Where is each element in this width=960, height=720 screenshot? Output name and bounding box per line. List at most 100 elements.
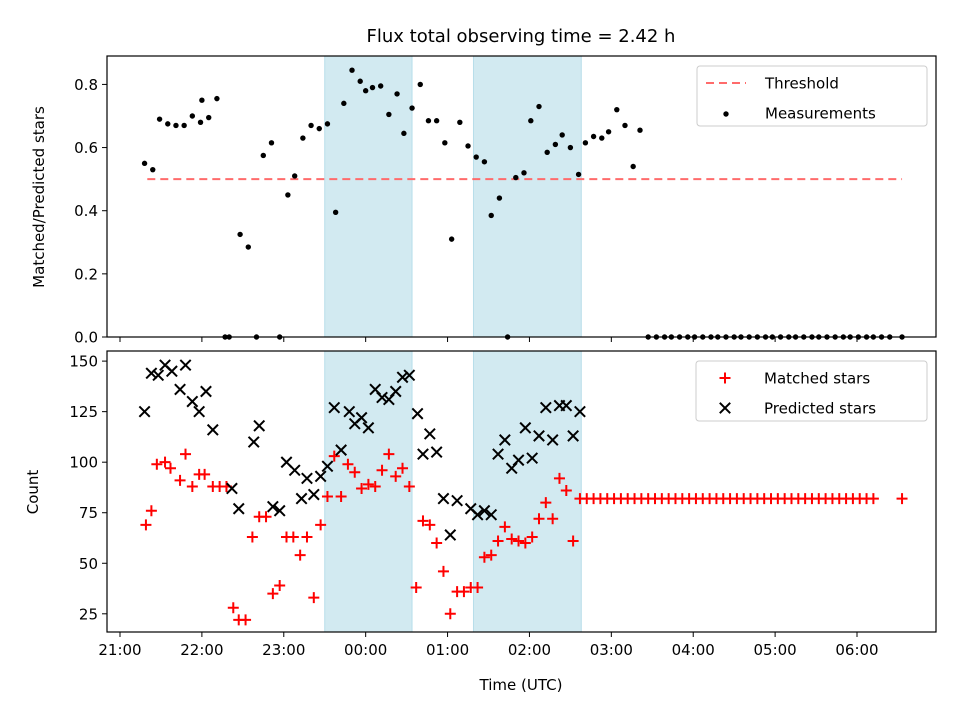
measurement-point (488, 212, 494, 219)
measurement-point (206, 114, 212, 121)
predicted-star-point (343, 405, 356, 418)
predicted-star-point (328, 401, 341, 414)
measurement-point (291, 173, 298, 179)
matched-star-point (140, 519, 152, 531)
matched-star-point (492, 535, 504, 547)
predicted-star-point (423, 427, 436, 440)
measurement-point (552, 141, 559, 148)
matched-star-point (321, 491, 333, 503)
x-tick-label: 22:00 (180, 641, 223, 659)
measurement-point (156, 116, 163, 122)
predicted-star-point (179, 359, 192, 372)
legend-label: Measurements (765, 105, 876, 123)
shaded-window (324, 55, 413, 338)
matched-star-point (424, 519, 436, 531)
ratio-panel: 0.00.20.40.60.8 Matched/Predicted stars … (30, 55, 937, 347)
x-tick-label: 05:00 (753, 641, 796, 659)
predicted-star-point (396, 371, 409, 384)
predicted-star-point (314, 470, 327, 483)
predicted-star-point (526, 452, 539, 465)
matched-star-point (403, 480, 415, 492)
predicted-star-point (451, 494, 464, 507)
matched-star-point (362, 478, 374, 490)
measurement-point (544, 149, 550, 155)
y-tick-label: 75 (79, 504, 98, 522)
measurement-point (528, 118, 534, 124)
predicted-star-point (247, 436, 260, 448)
count-y-ticks: 25 50 75 100 125 150 (69, 353, 107, 623)
predicted-star-point (355, 411, 368, 424)
matched-star-point (301, 531, 313, 543)
predicted-star-point (478, 504, 491, 517)
measurement-point (285, 192, 291, 198)
measurement-point (481, 159, 488, 165)
measurement-point (394, 91, 400, 97)
matched-star-point (472, 582, 484, 594)
measurement-point (150, 166, 156, 173)
matched-star-point (553, 472, 565, 484)
matched-star-point (274, 580, 286, 592)
matched-star-point (267, 588, 279, 600)
measurement-point (349, 67, 355, 73)
measurement-point (409, 105, 415, 111)
predicted-star-point (498, 434, 511, 446)
measurement-point (260, 152, 267, 159)
matched-star-point (180, 448, 192, 460)
measurement-point (433, 118, 440, 124)
predicted-star-point (376, 391, 388, 404)
predicted-star-point (417, 448, 429, 461)
matched-star-point (526, 531, 538, 543)
matched-star-point (349, 466, 361, 478)
matched-star-point (547, 513, 559, 525)
measurement-point (536, 103, 542, 110)
predicted-star-point (471, 508, 484, 521)
predicted-star-point (226, 482, 238, 495)
legend-predicted-swatch (719, 402, 731, 414)
predicted-star-point (138, 405, 151, 418)
predicted-star-point (411, 407, 424, 420)
measurement-point (357, 78, 363, 84)
predicted-star-point (273, 504, 286, 517)
measurement-point (425, 118, 432, 124)
x-tick-label: 06:00 (835, 641, 878, 659)
matched-star-point (294, 549, 306, 561)
predicted-star-point (546, 434, 559, 446)
legend-label: Matched stars (764, 370, 870, 388)
measurement-point (622, 122, 628, 129)
matched-star-point (499, 521, 511, 533)
matched-star-point (485, 549, 497, 561)
measurement-point (448, 236, 455, 242)
ratio-y-ticks: 0.0 0.2 0.4 0.6 0.8 (74, 76, 107, 347)
measurement-point (386, 111, 392, 118)
count-legend: Matched stars Predicted stars (695, 360, 928, 422)
predicted-star-point (335, 444, 348, 456)
matched-star-point (431, 537, 443, 549)
y-tick-label: 0.0 (74, 329, 98, 347)
measurement-point (582, 140, 589, 146)
predicted-star-point (193, 405, 206, 418)
y-tick-label: 50 (79, 555, 98, 573)
predicted-star-point (145, 367, 158, 380)
predicted-star-point (512, 454, 525, 467)
predicted-star-point (321, 460, 334, 473)
y-tick-label: 125 (69, 403, 98, 421)
predicted-star-point (232, 502, 245, 515)
measurement-point (141, 160, 148, 167)
measurement-point (590, 133, 597, 140)
predicted-star-point (253, 419, 266, 432)
legend-measurement-swatch (723, 111, 729, 117)
matched-star-point (308, 592, 320, 604)
predicted-star-point (437, 492, 450, 505)
ratio-y-axis-label: Matched/Predicted stars (30, 106, 48, 288)
predicted-star-point (403, 369, 416, 382)
y-tick-label: 100 (69, 454, 98, 472)
matched-star-point (437, 565, 449, 577)
measurement-point (332, 209, 339, 215)
predicted-star-point (301, 472, 313, 485)
matched-star-point (383, 448, 395, 460)
ratio-x-ticks (119, 337, 858, 342)
y-tick-label: 25 (79, 605, 98, 623)
matched-star-point (417, 515, 429, 527)
predicted-star-point (165, 365, 178, 378)
